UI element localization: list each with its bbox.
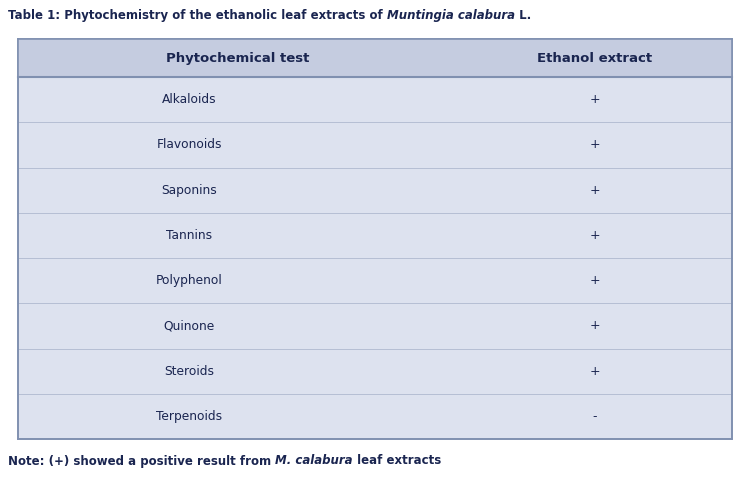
Text: Steroids: Steroids xyxy=(164,365,214,378)
Text: +: + xyxy=(590,229,600,242)
Text: Table 1: Phytochemistry of the ethanolic leaf extracts of: Table 1: Phytochemistry of the ethanolic… xyxy=(8,9,387,22)
Text: Ethanol extract: Ethanol extract xyxy=(537,51,652,64)
Text: L.: L. xyxy=(514,9,531,22)
Text: Saponins: Saponins xyxy=(161,184,218,197)
Text: M. calabura: M. calabura xyxy=(275,455,352,468)
Text: leaf extracts: leaf extracts xyxy=(352,455,441,468)
Text: +: + xyxy=(590,184,600,197)
Text: Terpenoids: Terpenoids xyxy=(156,410,223,423)
Text: Polyphenol: Polyphenol xyxy=(156,274,223,287)
Text: Note: (+) showed a positive result from: Note: (+) showed a positive result from xyxy=(8,455,275,468)
Text: +: + xyxy=(590,274,600,287)
Bar xyxy=(18,39,732,77)
Text: Flavonoids: Flavonoids xyxy=(157,138,222,151)
Text: Phytochemical test: Phytochemical test xyxy=(166,51,309,64)
Text: -: - xyxy=(592,410,597,423)
Text: Muntingia calabura: Muntingia calabura xyxy=(387,9,514,22)
Bar xyxy=(18,39,732,439)
Text: +: + xyxy=(590,319,600,332)
Text: +: + xyxy=(590,93,600,106)
Text: Alkaloids: Alkaloids xyxy=(162,93,217,106)
Text: Tannins: Tannins xyxy=(166,229,212,242)
Text: +: + xyxy=(590,365,600,378)
Text: +: + xyxy=(590,138,600,151)
Text: Quinone: Quinone xyxy=(164,319,215,332)
